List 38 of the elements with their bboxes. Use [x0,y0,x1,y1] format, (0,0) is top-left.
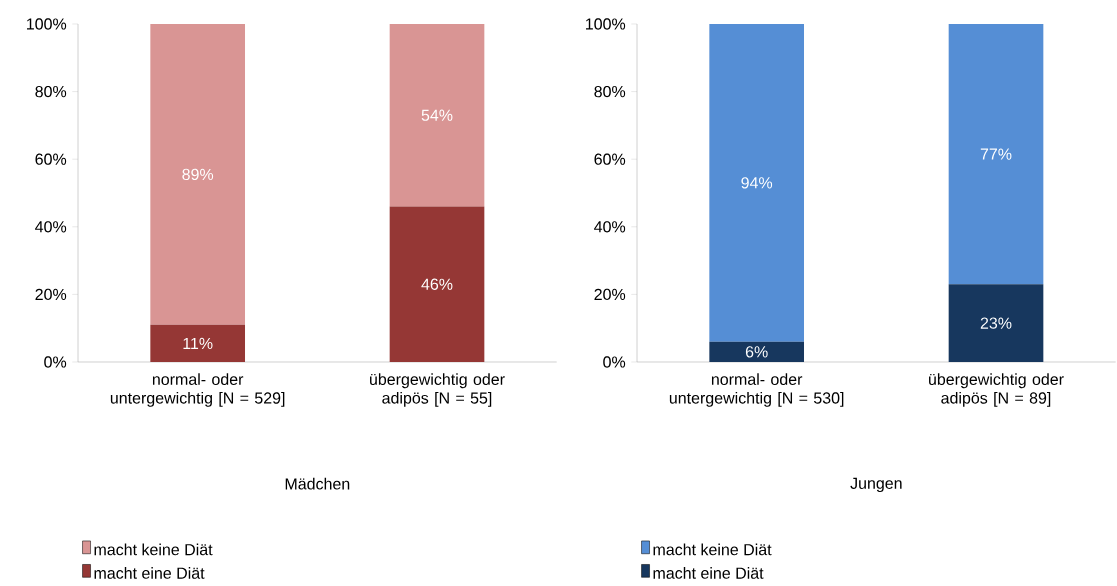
data-label: 77% [980,148,1012,160]
y-tick-label: 80% [35,85,67,98]
x-tick-label: normal- oder untergewichtig [N = 530] [669,373,844,407]
data-label: 94% [741,176,773,189]
bar [150,324,246,362]
y-tick-label: 20% [35,288,67,300]
data-label: 23% [980,317,1012,329]
y-tick-label: 60% [35,153,67,165]
y-tick-label: 60% [594,153,626,165]
bar [389,206,485,362]
y-tick-label: 0% [44,356,67,368]
x-axis-title: Mädchen [285,477,350,490]
x-tick-label: übergewichtig oder adipös [N = 89] [929,373,1064,407]
data-label: 89% [182,168,214,180]
legend-label: macht eine Diät [653,566,764,579]
bar [709,23,804,342]
y-tick-label: 20% [594,288,626,300]
x-tick-label: normal- oder untergewichtig [N = 529] [110,373,285,407]
bar [948,23,1044,285]
legend-label: macht keine Diät [94,543,213,556]
x-axis-title: Jungen [850,477,902,492]
y-tick-label: 40% [35,220,67,233]
data-label: 6% [745,345,768,358]
bar [948,284,1044,362]
data-label: 46% [421,278,453,290]
bar [709,341,804,362]
x-tick-label: übergewichtig oder adipös [N = 55] [370,373,505,407]
legend-label: macht keine Diät [653,543,772,556]
y-tick-label: 100% [27,18,67,30]
y-tick-label: 100% [586,18,626,30]
data-label: 11% [183,337,213,349]
y-tick-label: 80% [594,85,626,98]
y-tick-label: 0% [603,356,626,368]
bar [150,23,246,325]
y-tick-label: 40% [594,220,626,233]
legend-label: macht eine Diät [94,566,205,579]
bar [389,23,485,207]
data-label: 54% [421,109,453,121]
